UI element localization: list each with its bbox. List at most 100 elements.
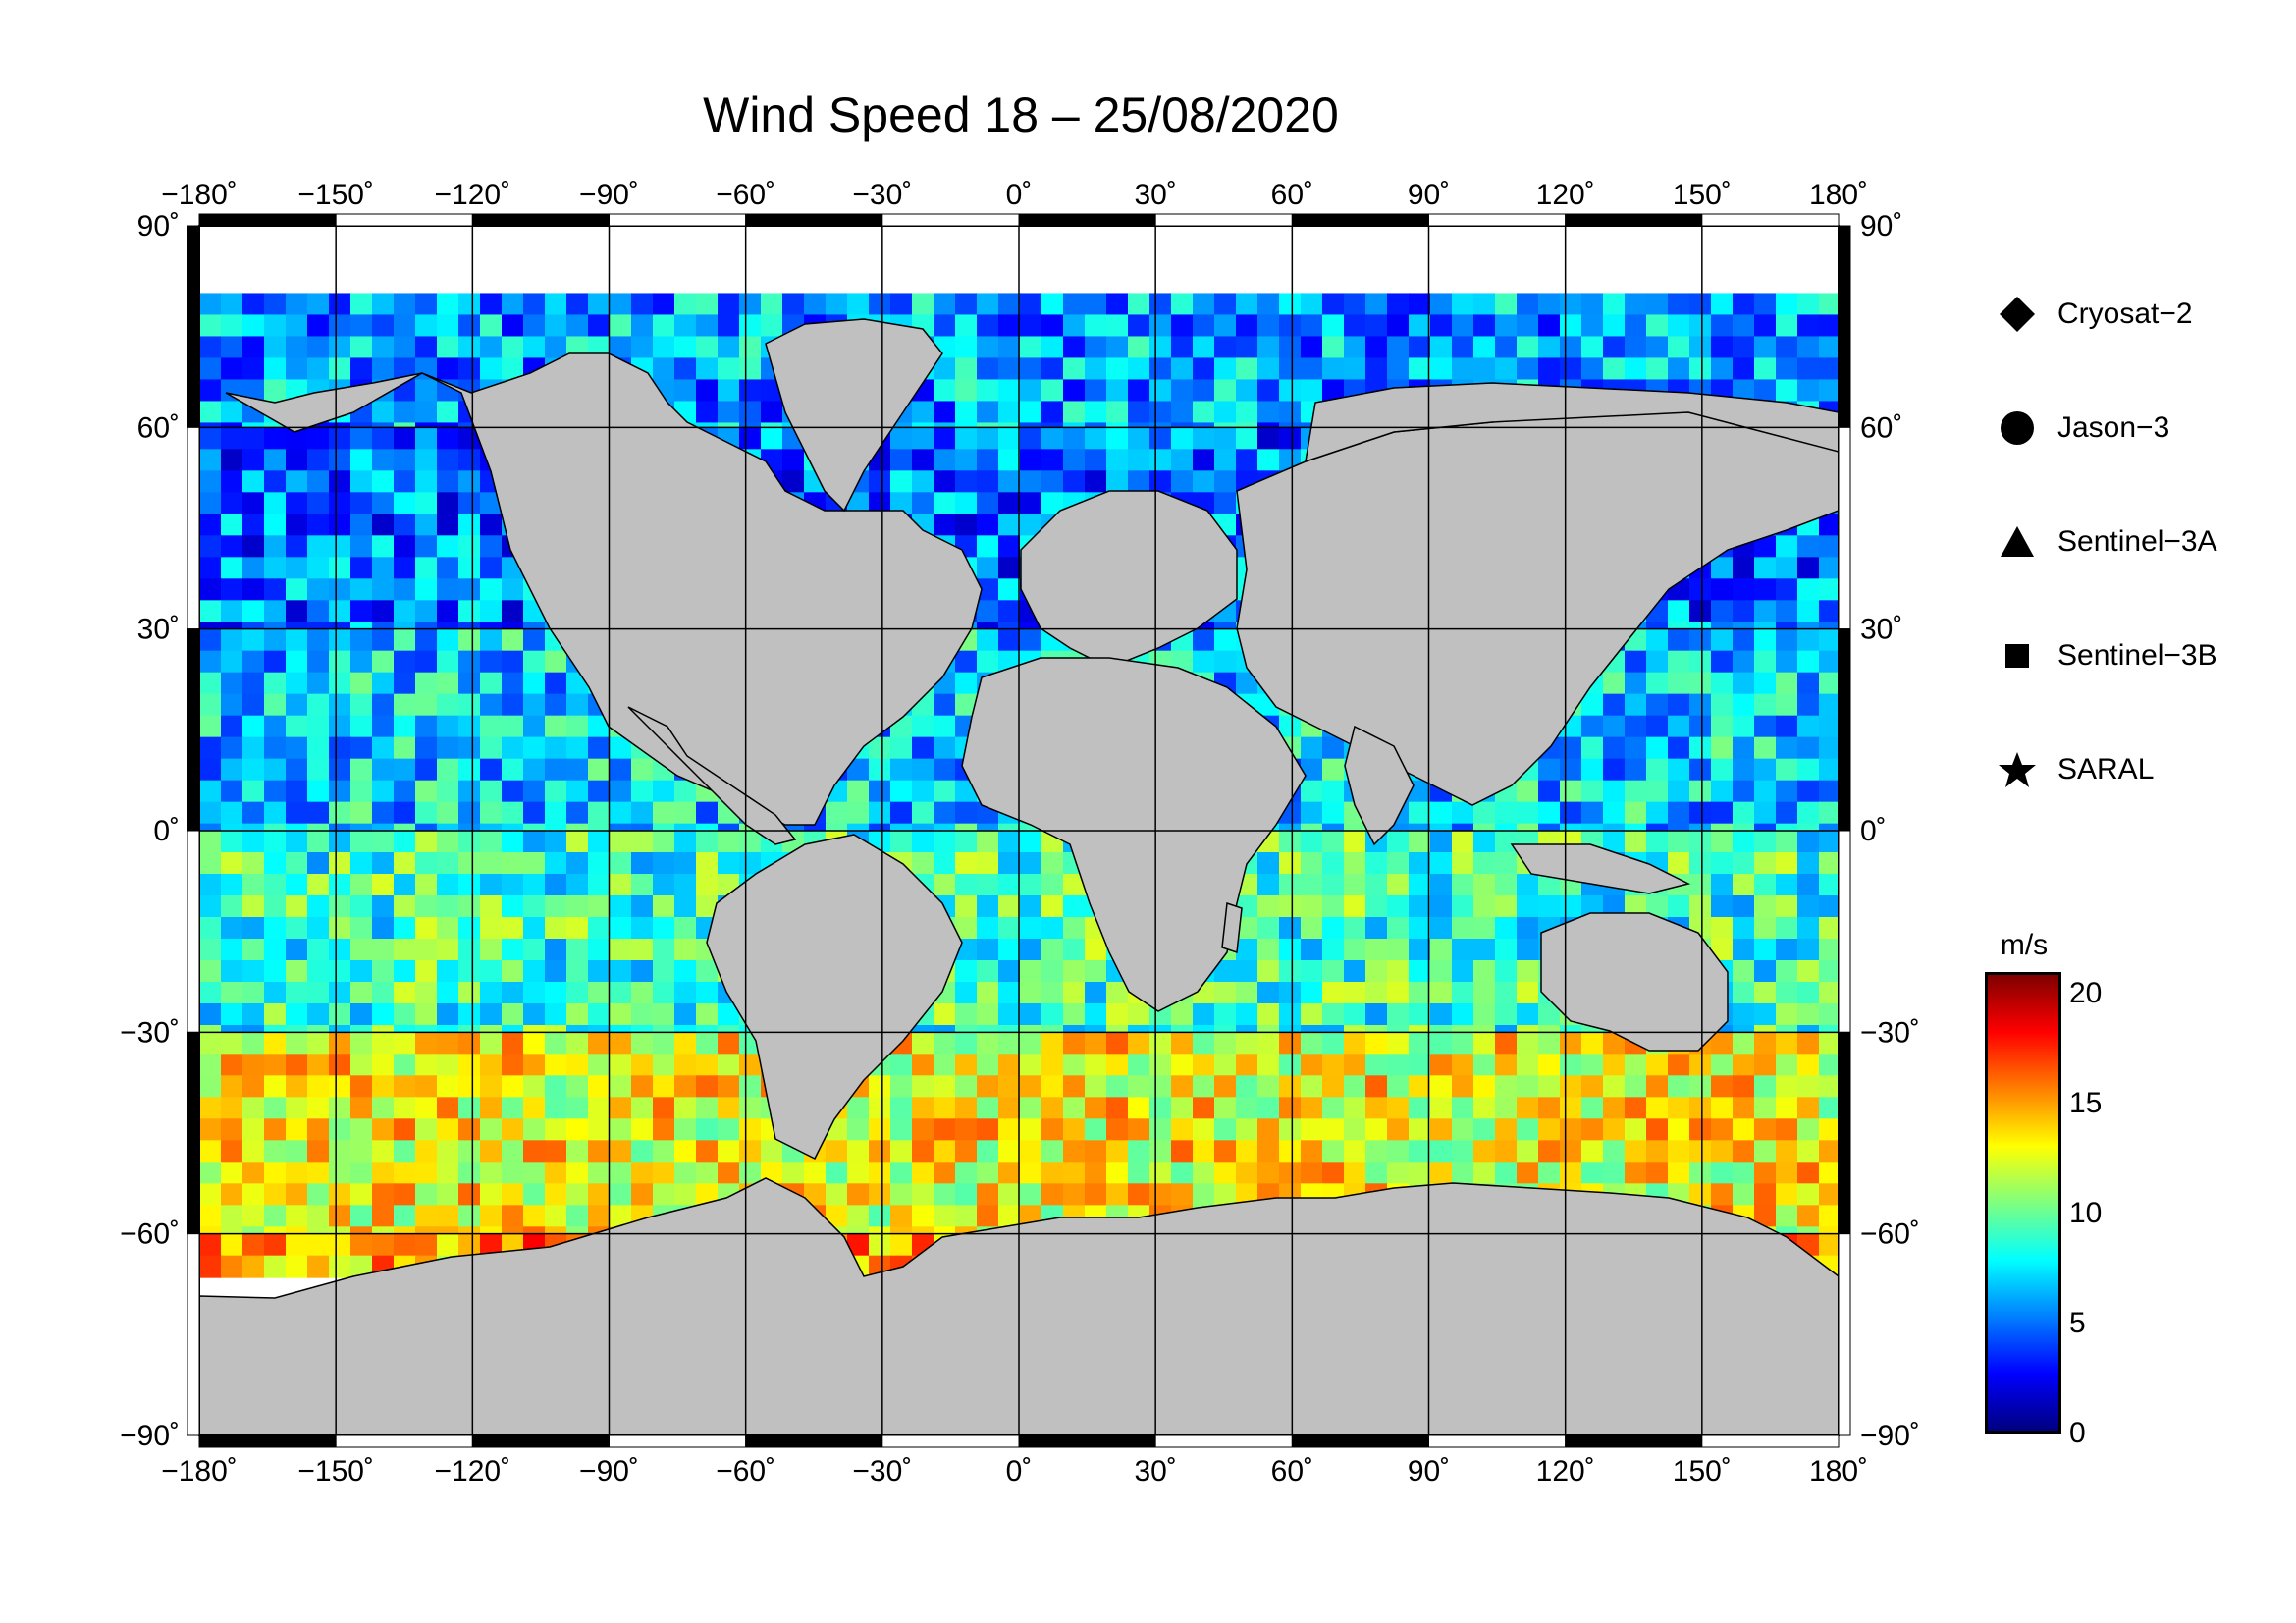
wind-cell xyxy=(437,449,459,472)
wind-cell xyxy=(372,1075,395,1099)
wind-cell xyxy=(718,1075,740,1099)
wind-cell xyxy=(588,1032,611,1055)
wind-cell xyxy=(372,1162,395,1185)
wind-cell xyxy=(1581,736,1604,760)
wind-cell xyxy=(307,736,330,760)
wind-cell xyxy=(1733,1054,1755,1077)
wind-cell xyxy=(696,982,719,1004)
frame-segment-bottom xyxy=(745,1434,883,1448)
wind-cell xyxy=(1171,427,1194,451)
wind-cell xyxy=(286,1097,308,1120)
wind-cell xyxy=(1430,1054,1453,1077)
wind-cell xyxy=(1301,960,1323,983)
wind-cell xyxy=(1603,1162,1626,1185)
wind-cell xyxy=(934,314,956,338)
wind-cell xyxy=(221,1205,243,1228)
wind-cell xyxy=(1603,736,1626,760)
wind-cell xyxy=(1279,379,1302,403)
wind-cell xyxy=(221,1032,243,1055)
wind-cell xyxy=(545,960,567,983)
wind-cell xyxy=(1041,917,1064,940)
lat-tick-label: −60˚ xyxy=(120,1218,180,1251)
wind-cell xyxy=(1193,1183,1215,1207)
wind-cell xyxy=(1020,852,1042,875)
wind-cell xyxy=(566,874,589,896)
wind-cell xyxy=(458,293,481,316)
wind-cell xyxy=(437,427,459,451)
wind-cell xyxy=(1733,917,1755,940)
wind-cell xyxy=(1171,336,1194,359)
wind-cell xyxy=(1214,1032,1237,1055)
wind-cell xyxy=(1797,600,1820,623)
wind-cell xyxy=(1819,895,1839,918)
wind-cell xyxy=(1495,357,1518,381)
wind-cell xyxy=(329,470,351,494)
colorbar-tick-label: 0 xyxy=(2069,1417,2086,1449)
wind-cell xyxy=(1279,831,1302,853)
wind-cell xyxy=(286,314,308,338)
wind-cell xyxy=(437,336,459,359)
lon-tick-label: 120˚ xyxy=(1536,179,1595,211)
wind-cell xyxy=(1344,357,1366,381)
wind-cell xyxy=(674,895,697,918)
wind-cell xyxy=(1711,1075,1734,1099)
wind-cell xyxy=(1452,982,1474,1004)
wind-cell xyxy=(307,357,330,381)
wind-cell xyxy=(242,470,265,494)
wind-cell xyxy=(977,600,999,623)
wind-cell xyxy=(307,831,330,853)
wind-cell xyxy=(674,379,697,403)
wind-cell xyxy=(1711,831,1734,853)
wind-cell xyxy=(1733,357,1755,381)
wind-cell xyxy=(1322,780,1345,803)
wind-cell xyxy=(242,1205,265,1228)
wind-cell xyxy=(1193,379,1215,403)
wind-cell xyxy=(1430,336,1453,359)
wind-cell xyxy=(934,514,956,537)
wind-cell xyxy=(350,939,373,961)
wind-cell xyxy=(588,982,611,1004)
wind-cell xyxy=(1301,1118,1323,1142)
wind-cell xyxy=(480,672,503,695)
wind-cell xyxy=(610,736,632,760)
wind-cell xyxy=(1257,874,1280,896)
wind-cell xyxy=(1517,336,1539,359)
wind-cell xyxy=(1106,336,1129,359)
wind-cell xyxy=(286,758,308,782)
wind-cell xyxy=(502,628,524,652)
wind-cell xyxy=(1344,1118,1366,1142)
wind-cell xyxy=(329,852,351,875)
wind-cell xyxy=(1452,852,1474,875)
wind-cell xyxy=(502,960,524,983)
wind-cell xyxy=(372,401,395,424)
wind-cell xyxy=(1085,293,1107,316)
wind-cell xyxy=(329,557,351,580)
wind-cell xyxy=(1689,852,1712,875)
wind-cell xyxy=(869,1075,891,1099)
wind-cell xyxy=(415,314,438,338)
wind-cell xyxy=(1106,1140,1129,1163)
lon-tick-label: −120˚ xyxy=(435,1455,511,1488)
wind-cell xyxy=(566,715,589,738)
wind-cell xyxy=(890,1162,913,1185)
wind-cell xyxy=(286,449,308,472)
wind-cell xyxy=(934,715,956,738)
wind-cell xyxy=(610,293,632,316)
wind-cell xyxy=(1106,1054,1129,1077)
wind-cell xyxy=(1301,379,1323,403)
wind-cell xyxy=(1689,758,1712,782)
wind-cell xyxy=(480,1075,503,1099)
wind-cell xyxy=(1301,852,1323,875)
wind-cell xyxy=(1214,1097,1237,1120)
wind-cell xyxy=(1797,357,1820,381)
wind-cell xyxy=(1819,672,1839,695)
wind-cell xyxy=(977,1075,999,1099)
wind-cell xyxy=(1581,1075,1604,1099)
wind-cell xyxy=(437,535,459,559)
wind-cell xyxy=(523,1097,546,1120)
wind-cell xyxy=(674,1140,697,1163)
wind-cell xyxy=(653,1118,675,1142)
wind-cell xyxy=(1085,1140,1107,1163)
wind-cell xyxy=(1322,1032,1345,1055)
wind-cell xyxy=(1365,357,1388,381)
